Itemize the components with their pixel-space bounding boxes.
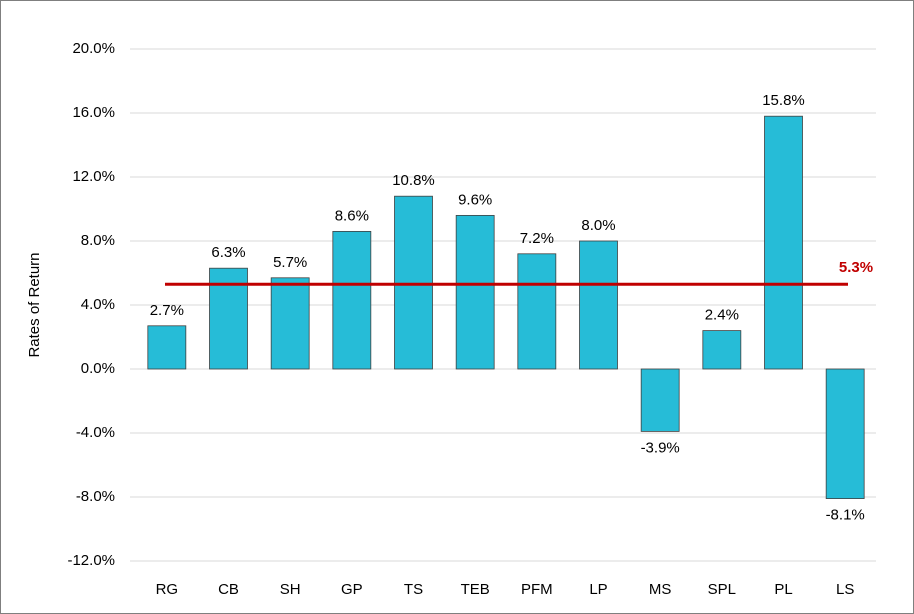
value-label: 5.7%: [273, 254, 307, 271]
value-label: 6.3%: [211, 244, 245, 261]
value-label: -8.1%: [826, 507, 865, 524]
x-tick-label: TS: [404, 581, 423, 598]
bar: [579, 240, 618, 370]
y-tick-label: -12.0%: [67, 552, 115, 569]
y-tick-label: 4.0%: [81, 296, 115, 313]
y-tick-label: 0.0%: [81, 360, 115, 377]
bar: [825, 368, 865, 500]
x-tick-label: LP: [589, 581, 607, 598]
value-label: -3.9%: [641, 439, 680, 456]
bar: [640, 368, 680, 432]
value-label: 2.4%: [705, 307, 739, 324]
x-tick-label: PFM: [521, 581, 553, 598]
value-label: 2.7%: [150, 302, 184, 319]
bar: [147, 325, 187, 370]
x-tick-label: CB: [218, 581, 239, 598]
x-tick-label: TEB: [461, 581, 490, 598]
x-tick-label: RG: [156, 581, 179, 598]
y-axis-title: Rates of Return: [26, 252, 43, 357]
bar: [517, 253, 557, 370]
value-label: 9.6%: [458, 191, 492, 208]
bar: [764, 115, 803, 370]
bar: [455, 214, 495, 370]
reference-label: 5.3%: [839, 259, 873, 276]
x-tick-label: MS: [649, 581, 672, 598]
bar: [702, 330, 742, 370]
x-tick-label: SPL: [708, 581, 736, 598]
value-label: 8.0%: [581, 217, 615, 234]
y-tick-label: 20.0%: [72, 40, 115, 57]
x-tick-label: SH: [280, 581, 301, 598]
bar: [332, 230, 372, 370]
y-tick-label: 16.0%: [72, 104, 115, 121]
bar: [394, 195, 433, 370]
y-tick-label: -4.0%: [76, 424, 115, 441]
value-label: 7.2%: [520, 230, 554, 247]
x-tick-label: GP: [341, 581, 363, 598]
bar: [270, 277, 310, 370]
y-tick-label: -8.0%: [76, 488, 115, 505]
y-tick-label: 12.0%: [72, 168, 115, 185]
y-tick-label: 8.0%: [81, 232, 115, 249]
value-label: 8.6%: [335, 207, 369, 224]
x-tick-label: LS: [836, 581, 854, 598]
value-label: 15.8%: [762, 92, 805, 109]
value-label: 10.8%: [392, 172, 435, 189]
x-tick-label: PL: [774, 581, 792, 598]
